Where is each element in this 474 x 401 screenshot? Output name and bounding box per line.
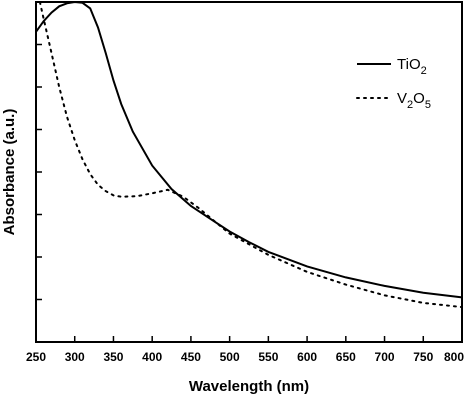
x-tick-label: 300 [65,350,85,364]
legend: TiO2 V2O5 [356,56,431,111]
x-tick-label: 600 [297,350,317,364]
y-axis-label: Absorbance (a.u.) [1,109,18,236]
legend-label-v2o5: V2O5 [397,90,431,111]
plot-frame [35,1,463,343]
x-axis-ticks: 250 300 350 400 450 500 550 600 650 700 750 800 [26,336,464,364]
x-tick-label: 700 [375,350,395,364]
y-axis-ticks [36,43,42,301]
x-tick-label: 350 [103,350,123,364]
x-tick-label: 800 [444,350,464,364]
x-axis-label: Wavelength (nm) [189,378,309,395]
series-line-v2o5 [38,2,462,309]
x-tick-label: 650 [336,350,356,364]
x-tick-label: 450 [181,350,201,364]
series-line-tio2 [36,2,462,299]
legend-label-tio2: TiO2 [397,56,427,77]
x-tick-label: 250 [26,350,46,364]
x-tick-label: 400 [142,350,162,364]
x-tick-label: 550 [258,350,278,364]
x-tick-label: 750 [413,350,433,364]
x-tick-label: 500 [220,350,240,364]
series-layer [36,2,462,309]
